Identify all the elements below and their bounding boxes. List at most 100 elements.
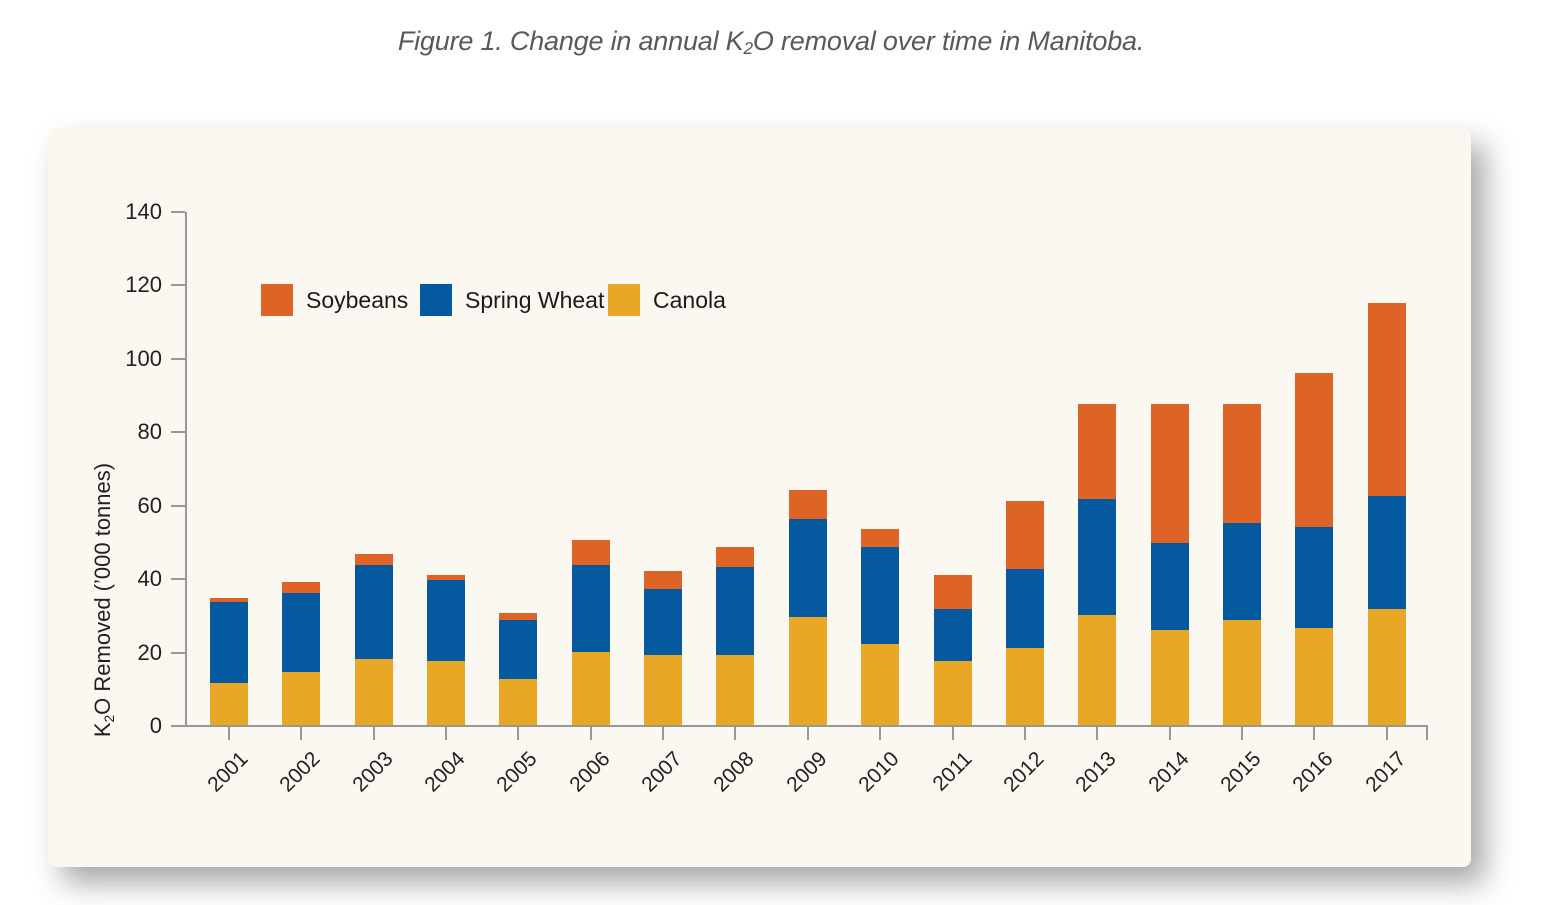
x-tick xyxy=(806,727,809,740)
x-tick-label: 2008 xyxy=(709,747,759,797)
y-tick xyxy=(171,284,185,287)
bar-segment-canola xyxy=(716,655,755,725)
figure-title-suffix: O removal over time in Manitoba. xyxy=(752,26,1145,56)
legend-label-soybeans: Soybeans xyxy=(306,286,409,313)
bar-segment-soybeans xyxy=(1222,403,1261,524)
chart-panel: K2O Removed (’000 tonnes) Soybeans Sprin… xyxy=(48,128,1471,867)
y-tick-label: 80 xyxy=(137,419,162,445)
bar-segment-canola xyxy=(1295,627,1334,725)
y-tick-label: 20 xyxy=(137,639,162,665)
bar-segment-soybeans xyxy=(1367,302,1406,496)
bar-segment-canola xyxy=(644,655,683,725)
bar-segment-spring-wheat xyxy=(1222,523,1261,621)
y-axis-line xyxy=(185,212,187,727)
x-tick xyxy=(1023,727,1026,740)
bar-segment-spring-wheat xyxy=(427,580,465,661)
bar-segment-canola xyxy=(1222,620,1261,725)
x-tick-label: 2006 xyxy=(565,747,615,797)
legend-item-soybeans: Soybeans xyxy=(261,284,408,316)
legend-label-spring-wheat: Spring Wheat xyxy=(465,286,605,313)
bar-segment-canola xyxy=(788,616,827,725)
bar-segment-spring-wheat xyxy=(716,567,755,656)
x-axis-line xyxy=(185,725,1428,727)
bar-segment-soybeans xyxy=(788,490,827,520)
x-tick-label: 2001 xyxy=(203,747,253,797)
x-tick-label: 2014 xyxy=(1143,747,1194,797)
bar-segment-canola xyxy=(354,658,393,725)
bar-segment-soybeans xyxy=(282,581,321,593)
figure-title-prefix: Figure 1. Change in annual K xyxy=(397,26,744,56)
bar-segment-spring-wheat xyxy=(788,519,827,617)
x-tick xyxy=(589,727,592,740)
x-tick-label: 2015 xyxy=(1216,747,1266,797)
y-tick-label: 40 xyxy=(137,566,162,592)
bar-segment-soybeans xyxy=(644,570,683,590)
bar-segment-spring-wheat xyxy=(933,609,972,661)
x-tick xyxy=(228,727,230,740)
y-tick xyxy=(171,357,185,360)
y-tick-label: 120 xyxy=(125,272,162,298)
y-tick xyxy=(171,578,185,581)
bar-segment-canola xyxy=(1005,647,1044,725)
x-tick-label: 2002 xyxy=(275,747,325,797)
bar-segment-spring-wheat xyxy=(1078,499,1117,615)
x-tick xyxy=(1096,727,1099,740)
bar-segment-soybeans xyxy=(1150,403,1189,544)
bar-segment-spring-wheat xyxy=(1367,495,1406,610)
legend-item-canola: Canola xyxy=(608,284,726,316)
bar-segment-soybeans xyxy=(933,574,972,610)
figure-title: Figure 1. Change in annual K2O removal o… xyxy=(0,26,1542,58)
x-tick xyxy=(517,727,520,740)
x-tick xyxy=(372,727,375,740)
plot-area: K2O Removed (’000 tonnes) Soybeans Sprin… xyxy=(48,128,1471,867)
bar-segment-canola xyxy=(571,651,610,725)
x-tick xyxy=(445,727,447,740)
x-tick xyxy=(1385,727,1388,740)
x-tick-label: 2004 xyxy=(420,747,470,797)
x-tick-label: 2007 xyxy=(637,747,687,797)
bar-segment-soybeans xyxy=(716,546,755,568)
x-tick-label: 2016 xyxy=(1288,747,1338,797)
bar-segment-soybeans xyxy=(1005,501,1044,569)
x-tick-label: 2013 xyxy=(1071,747,1121,797)
bar-segment-spring-wheat xyxy=(861,546,900,645)
x-tick-label: 2010 xyxy=(854,747,904,797)
legend-swatch-soybeans xyxy=(261,284,293,316)
y-tick xyxy=(171,504,185,507)
x-tick xyxy=(879,727,882,740)
x-tick-label: 2009 xyxy=(782,747,832,797)
bar-segment-canola xyxy=(427,660,465,726)
legend: Soybeans Spring Wheat Canola xyxy=(48,284,1471,316)
bar-segment-spring-wheat xyxy=(499,620,538,680)
x-tick xyxy=(734,727,737,740)
bar-segment-soybeans xyxy=(571,539,610,566)
bar-segment-canola xyxy=(933,660,972,726)
bar-segment-spring-wheat xyxy=(210,602,248,683)
bar-segment-canola xyxy=(1078,614,1117,725)
y-tick-label: 60 xyxy=(137,492,162,518)
bar-segment-soybeans xyxy=(1295,372,1334,527)
bar-segment-canola xyxy=(282,671,321,725)
y-tick-label: 140 xyxy=(125,199,162,224)
bar-segment-soybeans xyxy=(210,598,248,602)
bar-segment-spring-wheat xyxy=(644,589,683,656)
bar-segment-soybeans xyxy=(499,613,538,621)
bar-segment-canola xyxy=(1150,629,1189,725)
bar-segment-spring-wheat xyxy=(1150,543,1189,630)
y-tick xyxy=(171,211,185,213)
x-tick xyxy=(1313,727,1316,740)
x-tick xyxy=(1168,727,1171,740)
bar-segment-spring-wheat xyxy=(1005,569,1044,648)
y-tick-label: 100 xyxy=(125,345,162,371)
bar-segment-soybeans xyxy=(427,574,465,580)
bar-segment-spring-wheat xyxy=(571,565,610,652)
y-tick xyxy=(171,725,185,727)
bar-segment-spring-wheat xyxy=(282,592,321,672)
bar-segment-soybeans xyxy=(1078,403,1117,500)
bar-segment-soybeans xyxy=(354,554,393,566)
bar-segment-canola xyxy=(1367,609,1406,725)
x-tick-label: 2011 xyxy=(927,747,977,796)
x-tick-label: 2012 xyxy=(999,747,1049,797)
x-tick-label: 2003 xyxy=(347,747,398,797)
